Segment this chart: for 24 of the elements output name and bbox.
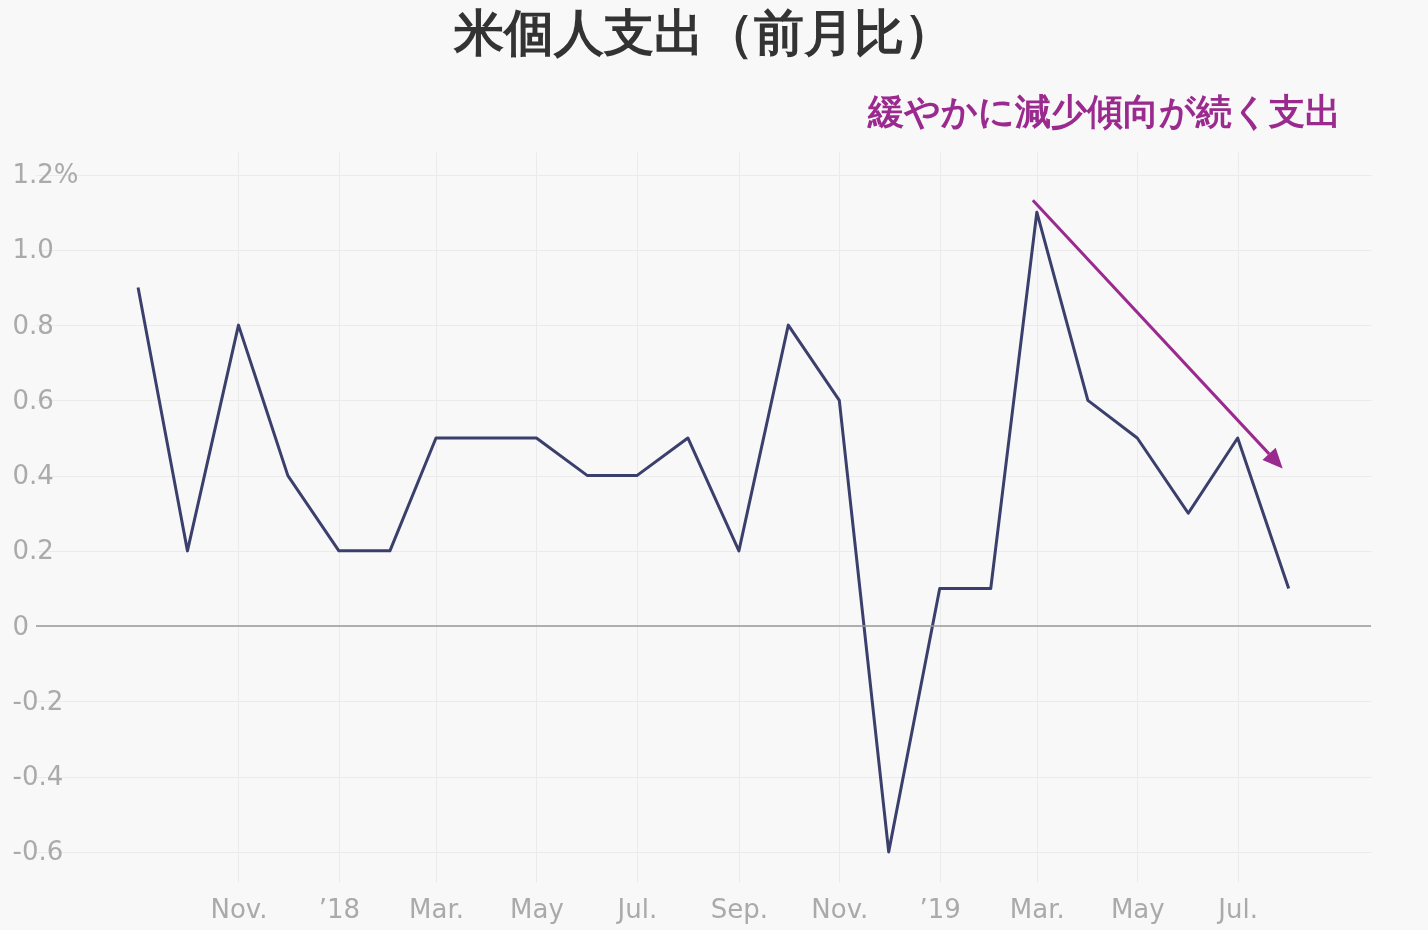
y-tick-label: -0.4 bbox=[12, 761, 64, 792]
chart-title: 米個人支出（前月比） bbox=[452, 5, 954, 61]
x-tick-label: May bbox=[510, 893, 564, 924]
x-tick-label: ’19 bbox=[919, 893, 961, 924]
y-tick-label: 1.2% bbox=[12, 159, 79, 190]
line-series bbox=[136, 210, 1291, 854]
x-tick-label: Jul. bbox=[1216, 893, 1258, 924]
x-tick-label: Jul. bbox=[615, 893, 658, 924]
y-tick-label: 0.8 bbox=[12, 309, 54, 340]
x-tick-label: Nov. bbox=[210, 893, 268, 924]
x-tick-label: May bbox=[1110, 893, 1165, 924]
x-tick-label: Sep. bbox=[710, 893, 769, 924]
y-tick-label: -0.6 bbox=[12, 836, 64, 867]
x-tick-label: Nov. bbox=[811, 893, 869, 924]
x-tick-label: ’18 bbox=[318, 893, 361, 924]
text: 緩やかに減少傾向が続く支出 bbox=[867, 91, 1341, 132]
y-tick-label: 1.0 bbox=[12, 234, 54, 265]
y-tick-label: 0.6 bbox=[12, 384, 54, 415]
x-tick-label: Mar. bbox=[409, 893, 464, 924]
x-tick-label: Mar. bbox=[1009, 893, 1065, 924]
y-tick-label: 0.4 bbox=[12, 460, 54, 491]
y-tick-label: 0.2 bbox=[12, 535, 54, 566]
y-tick-label: -0.2 bbox=[12, 685, 64, 716]
y-tick-label: 0 bbox=[12, 610, 30, 641]
